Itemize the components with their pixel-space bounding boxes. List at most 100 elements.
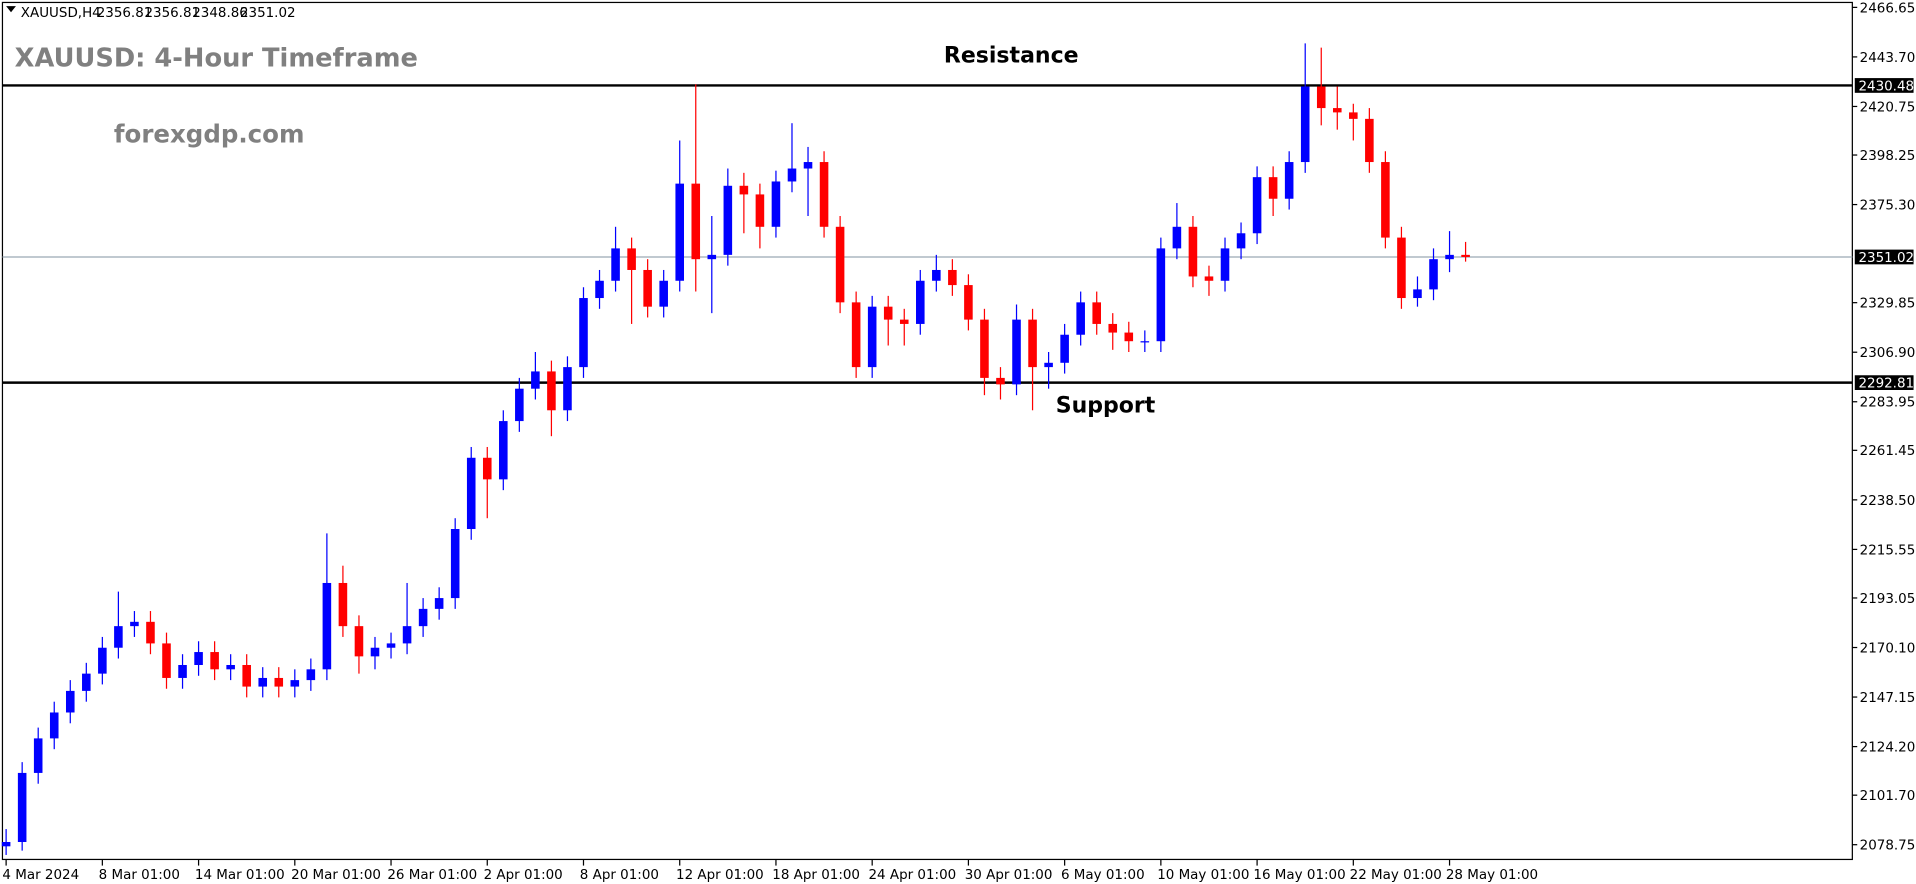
candle-body bbox=[1124, 332, 1134, 342]
candle-body bbox=[835, 226, 845, 303]
x-tick-label: 20 Mar 01:00 bbox=[291, 867, 381, 883]
candle-body bbox=[964, 285, 973, 320]
candle-body bbox=[418, 608, 428, 627]
candle-body bbox=[1332, 108, 1342, 113]
candle-body bbox=[499, 421, 508, 480]
y-tick-label: 2170.10 bbox=[1860, 640, 1916, 656]
y-tick-label: 2306.90 bbox=[1860, 345, 1916, 361]
candle-body bbox=[755, 194, 765, 227]
y-tick-label: 2238.50 bbox=[1860, 493, 1916, 509]
y-tick-label: 2193.05 bbox=[1860, 591, 1916, 607]
candle-body bbox=[242, 664, 251, 687]
candle-body bbox=[691, 183, 701, 260]
x-tick-label: 8 Mar 01:00 bbox=[99, 867, 180, 883]
y-tick-label: 2261.45 bbox=[1860, 443, 1916, 459]
candle-body bbox=[1236, 233, 1246, 249]
candle-body bbox=[65, 690, 75, 713]
x-tick-label: 28 May 01:00 bbox=[1446, 867, 1538, 883]
candle-body bbox=[1284, 162, 1294, 199]
candle-body bbox=[1, 842, 11, 847]
candle-body bbox=[787, 168, 797, 182]
candle-body bbox=[1204, 276, 1214, 281]
candle-body bbox=[707, 254, 717, 260]
candle-body bbox=[627, 248, 636, 270]
candle-body bbox=[434, 598, 444, 609]
candle-body bbox=[1461, 254, 1470, 257]
candle-body bbox=[226, 664, 235, 670]
candle-body bbox=[611, 248, 620, 281]
candle-body bbox=[675, 183, 685, 281]
candle-body bbox=[258, 677, 268, 687]
candle-body bbox=[579, 298, 588, 368]
x-tick-label: 16 May 01:00 bbox=[1253, 867, 1345, 883]
y-tick-label: 2398.25 bbox=[1860, 148, 1916, 164]
candle-body bbox=[1397, 237, 1406, 299]
x-tick-label: 6 May 01:00 bbox=[1061, 867, 1145, 883]
x-tick-label: 18 Apr 01:00 bbox=[772, 867, 860, 883]
candle-body bbox=[274, 677, 284, 687]
resistance-label-box bbox=[1854, 78, 1914, 93]
y-tick-label: 2124.20 bbox=[1860, 739, 1916, 755]
last-price-label-box bbox=[1854, 249, 1914, 265]
x-tick-label: 8 Apr 01:00 bbox=[580, 867, 659, 883]
ohlc-low: 2348.86 bbox=[192, 5, 248, 21]
candle-body bbox=[980, 319, 989, 378]
candle-body bbox=[17, 772, 27, 843]
y-tick-label: 2147.15 bbox=[1860, 690, 1916, 706]
y-tick-label: 2466.65 bbox=[1860, 0, 1916, 16]
candle-body bbox=[466, 457, 476, 530]
resistance-annotation: Resistance bbox=[944, 44, 1079, 69]
candle-body bbox=[194, 652, 203, 665]
candle-body bbox=[739, 185, 749, 195]
candle-body bbox=[33, 738, 43, 773]
plot-frame bbox=[1, 1, 1853, 861]
candle-body bbox=[851, 302, 861, 368]
y-tick-label: 2215.55 bbox=[1860, 542, 1916, 558]
candle-body bbox=[723, 185, 733, 255]
candle-body bbox=[1365, 118, 1374, 163]
candle-body bbox=[1413, 289, 1422, 299]
support-annotation: Support bbox=[1056, 394, 1156, 419]
candle-body bbox=[354, 626, 364, 657]
x-tick-label: 14 Mar 01:00 bbox=[195, 867, 285, 883]
candle-body bbox=[1316, 86, 1326, 109]
candle-body bbox=[49, 712, 59, 739]
candle-body bbox=[306, 669, 316, 681]
x-tick-label: 2 Apr 01:00 bbox=[484, 867, 563, 883]
candle-body bbox=[899, 319, 909, 324]
candle-body bbox=[932, 269, 941, 281]
candle-body bbox=[1012, 319, 1021, 385]
candle-body bbox=[450, 529, 460, 599]
y-tick-label: 2283.95 bbox=[1860, 395, 1916, 411]
ohlc-high: 2356.81 bbox=[144, 5, 200, 21]
candle-body bbox=[1092, 302, 1101, 324]
ohlc-close: 2351.02 bbox=[240, 5, 296, 21]
watermark: forexgdp.com bbox=[114, 119, 305, 148]
x-tick-label: 30 Apr 01:00 bbox=[965, 867, 1053, 883]
candle-body bbox=[322, 582, 332, 670]
candle-body bbox=[1445, 254, 1454, 260]
candle-body bbox=[338, 582, 348, 627]
candle-body bbox=[1172, 226, 1182, 249]
x-tick-label: 4 Mar 2024 bbox=[2, 867, 79, 883]
y-tick-label: 2420.75 bbox=[1860, 99, 1916, 115]
candle-body bbox=[547, 371, 556, 411]
ohlc-open: 2356.81 bbox=[97, 5, 153, 21]
support-label: 2292.81 bbox=[1858, 376, 1914, 392]
y-tick-label: 2101.70 bbox=[1860, 788, 1916, 804]
candle-body bbox=[531, 371, 540, 389]
x-tick-label: 22 May 01:00 bbox=[1350, 867, 1442, 883]
y-tick-label: 2329.85 bbox=[1860, 296, 1916, 312]
support-label-box bbox=[1854, 375, 1914, 390]
candle-body bbox=[162, 643, 171, 678]
candle-body bbox=[370, 647, 380, 657]
x-tick-label: 10 May 01:00 bbox=[1157, 867, 1249, 883]
candle-body bbox=[819, 162, 829, 227]
candle-body bbox=[595, 280, 604, 299]
candle-body bbox=[996, 377, 1005, 385]
candle-body bbox=[290, 680, 300, 687]
x-tick-label: 26 Mar 01:00 bbox=[387, 867, 477, 883]
x-tick-label: 24 Apr 01:00 bbox=[869, 867, 957, 883]
